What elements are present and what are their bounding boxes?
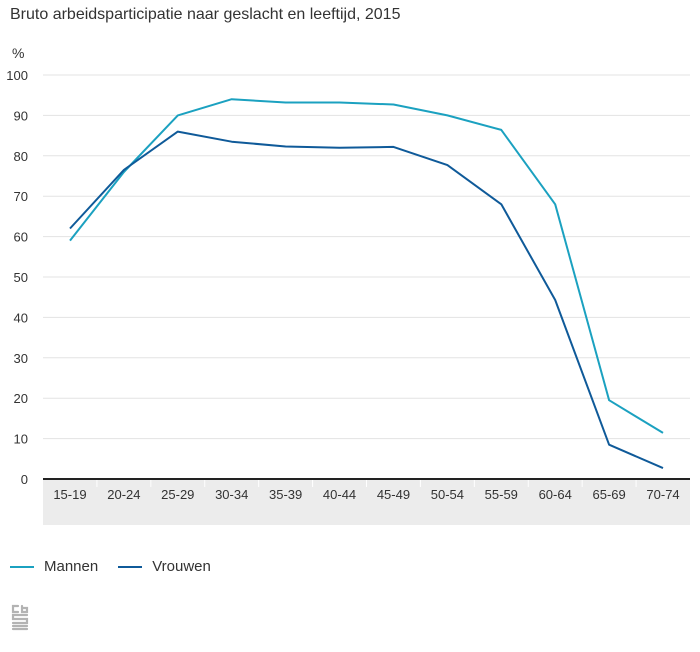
- x-tick-label: 35-39: [269, 487, 302, 502]
- series-line-vrouwen: [69, 130, 664, 470]
- x-tick-label: 45-49: [377, 487, 410, 502]
- y-tick-label: 10: [14, 432, 28, 447]
- x-tick-label: 40-44: [323, 487, 356, 502]
- legend-label: Mannen: [44, 558, 99, 575]
- legend-item-vrouwen: Vrouwen: [118, 558, 211, 575]
- x-tick-label: 60-64: [539, 487, 572, 502]
- series-line-mannen: [69, 98, 664, 434]
- y-tick-labels: 0 10 20 30 40 50 60 70 80 90 100: [6, 68, 28, 487]
- cbs-logo-icon: [11, 604, 29, 637]
- y-tick-label: 100: [6, 68, 28, 83]
- x-tick-label: 15-19: [53, 487, 86, 502]
- chart-title: Bruto arbeidsparticipatie naar geslacht …: [10, 6, 401, 23]
- x-tick-label: 70-74: [646, 487, 679, 502]
- y-tick-label: 20: [14, 391, 28, 406]
- y-tick-label: 70: [14, 189, 28, 204]
- y-tick-label: 0: [21, 472, 28, 487]
- y-tick-label: 40: [14, 310, 28, 325]
- x-tick-label: 65-69: [593, 487, 626, 502]
- legend-swatch: [10, 565, 34, 568]
- x-tick-label: 25-29: [161, 487, 194, 502]
- legend-swatch: [118, 565, 143, 568]
- legend: Mannen Vrouwen: [10, 558, 231, 575]
- y-tick-label: 50: [14, 270, 28, 285]
- line-chart: 15-19 20-24 25-29 30-34 35-39 40-44 45-49 50-54…: [6, 45, 690, 525]
- legend-item-mannen: Mannen: [10, 558, 98, 575]
- y-tick-label: 30: [14, 351, 28, 366]
- x-tick-labels: 15-19 20-24 25-29 30-34 35-39 40-44 45-49 50-54…: [53, 479, 680, 502]
- legend-label: Vrouwen: [152, 558, 211, 575]
- x-tick-label: 20-24: [107, 487, 140, 502]
- x-tick-label: 50-54: [431, 487, 464, 502]
- x-tick-label: 55-59: [485, 487, 518, 502]
- y-tick-label: 60: [14, 230, 28, 245]
- x-tick-label: 30-34: [215, 487, 248, 502]
- y-axis-label: %: [12, 45, 24, 61]
- gridlines: [43, 74, 690, 440]
- series-lines: [69, 98, 664, 470]
- y-tick-label: 90: [14, 108, 28, 123]
- y-tick-label: 80: [14, 149, 28, 164]
